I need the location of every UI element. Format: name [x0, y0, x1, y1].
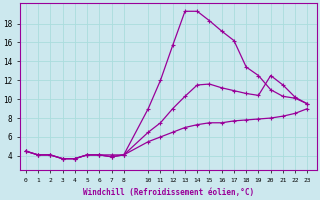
X-axis label: Windchill (Refroidissement éolien,°C): Windchill (Refroidissement éolien,°C) [83, 188, 254, 197]
